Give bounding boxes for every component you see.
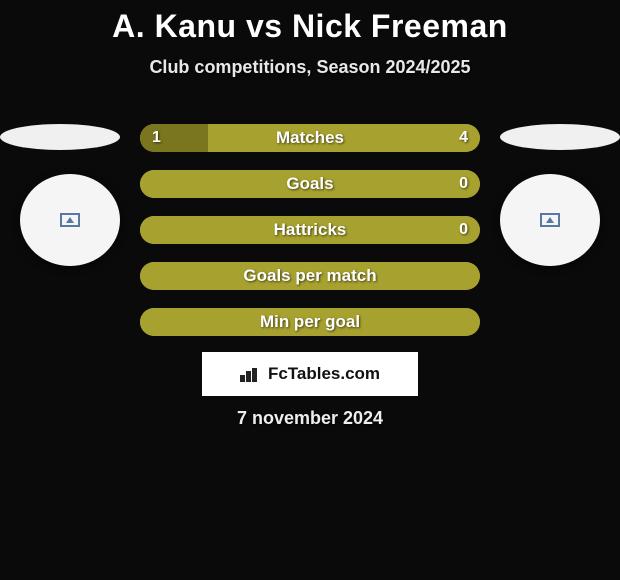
stat-bar-left-seg bbox=[140, 124, 208, 152]
stat-value-right: 0 bbox=[459, 221, 468, 239]
bar-chart-icon bbox=[240, 366, 262, 382]
crest-placeholder-icon bbox=[60, 213, 80, 227]
team-crest-right bbox=[500, 174, 600, 266]
stat-label: Goals bbox=[286, 174, 333, 194]
stats-list: 1 4 Matches 0 Goals 0 Hattricks Goals per match… bbox=[140, 124, 480, 336]
attribution-badge: FcTables.com bbox=[202, 352, 418, 396]
attribution-text: FcTables.com bbox=[268, 364, 380, 384]
stat-bar: Min per goal bbox=[140, 308, 480, 336]
stat-label: Min per goal bbox=[260, 312, 360, 332]
team-crest-left bbox=[20, 174, 120, 266]
page-title: A. Kanu vs Nick Freeman bbox=[0, 0, 620, 45]
stat-bar: Goals per match bbox=[140, 262, 480, 290]
crest-placeholder-icon bbox=[540, 213, 560, 227]
stat-value-right: 4 bbox=[459, 129, 468, 147]
stat-bar: 1 4 Matches bbox=[140, 124, 480, 152]
decor-oval-right bbox=[500, 124, 620, 150]
stat-bar: 0 Goals bbox=[140, 170, 480, 198]
stat-value-right: 0 bbox=[459, 175, 468, 193]
stat-label: Hattricks bbox=[274, 220, 347, 240]
subtitle: Club competitions, Season 2024/2025 bbox=[0, 57, 620, 78]
stat-bar: 0 Hattricks bbox=[140, 216, 480, 244]
decor-oval-left bbox=[0, 124, 120, 150]
date-text: 7 november 2024 bbox=[0, 408, 620, 429]
stat-value-left: 1 bbox=[152, 129, 161, 147]
stat-label: Goals per match bbox=[243, 266, 376, 286]
stat-label: Matches bbox=[276, 128, 344, 148]
